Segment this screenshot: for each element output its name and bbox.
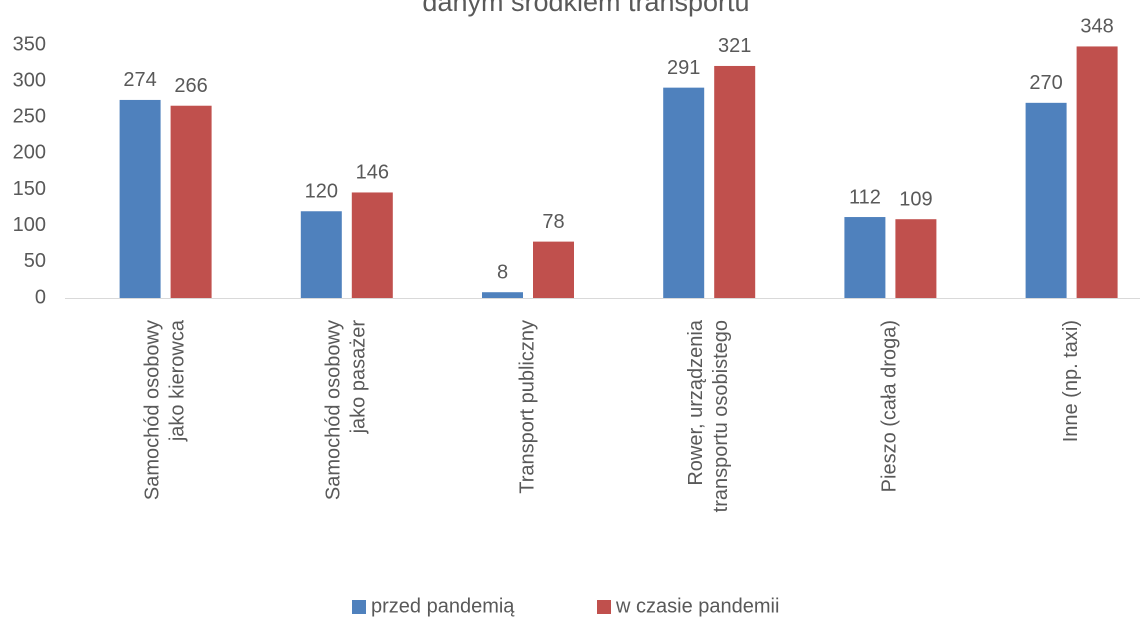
x-tick-label: jako kierowca <box>166 319 188 442</box>
bar <box>1076 46 1118 299</box>
x-tick-label: Pieszo (cała droga) <box>879 320 901 492</box>
data-label: 78 <box>542 211 564 233</box>
bar <box>482 292 523 298</box>
bar <box>895 219 937 298</box>
x-tick-label: Rower, urządzenia <box>685 319 707 486</box>
y-tick-label: 100 <box>13 214 46 236</box>
data-label: 291 <box>667 57 700 79</box>
bar <box>170 105 212 298</box>
y-tick-label: 200 <box>13 142 46 164</box>
data-label: 321 <box>718 35 751 57</box>
y-tick-label: 0 <box>35 286 46 308</box>
y-tick-label: 250 <box>13 106 46 128</box>
bar <box>1025 102 1067 298</box>
legend-swatch <box>352 600 366 614</box>
x-tick-label: Samochód osobowy <box>323 320 345 500</box>
bar <box>300 211 342 298</box>
data-label: 270 <box>1029 72 1062 94</box>
bar <box>119 99 161 299</box>
bar <box>533 241 574 298</box>
data-label: 8 <box>497 261 508 283</box>
legend-label: w czasie pandemii <box>615 595 779 617</box>
y-tick-label: 150 <box>13 178 46 200</box>
x-tick-label: jako pasażer <box>348 320 370 435</box>
bar <box>844 217 886 298</box>
y-tick-label: 350 <box>13 33 46 55</box>
x-tick-label: Samochód osobowy <box>141 320 163 500</box>
data-label: 109 <box>899 188 932 210</box>
bar <box>714 65 756 298</box>
data-label: 348 <box>1080 16 1113 38</box>
legend-swatch <box>597 600 611 614</box>
x-tick-label: transportu osobistego <box>710 320 732 512</box>
data-label: 146 <box>356 162 389 184</box>
data-label: 120 <box>305 181 338 203</box>
data-label: 266 <box>174 75 207 97</box>
legend-label: przed pandemią <box>371 595 515 617</box>
data-label: 112 <box>849 186 881 208</box>
data-label: 274 <box>123 69 156 91</box>
x-tick-label: Transport publiczny <box>516 320 538 494</box>
x-tick-label: Inne (np. taxi) <box>1060 320 1082 442</box>
bar <box>663 87 705 298</box>
y-tick-label: 300 <box>13 69 46 91</box>
bar <box>351 192 393 298</box>
y-tick-label: 50 <box>24 250 46 272</box>
chart-title: danym środkiem transportu <box>422 0 749 17</box>
